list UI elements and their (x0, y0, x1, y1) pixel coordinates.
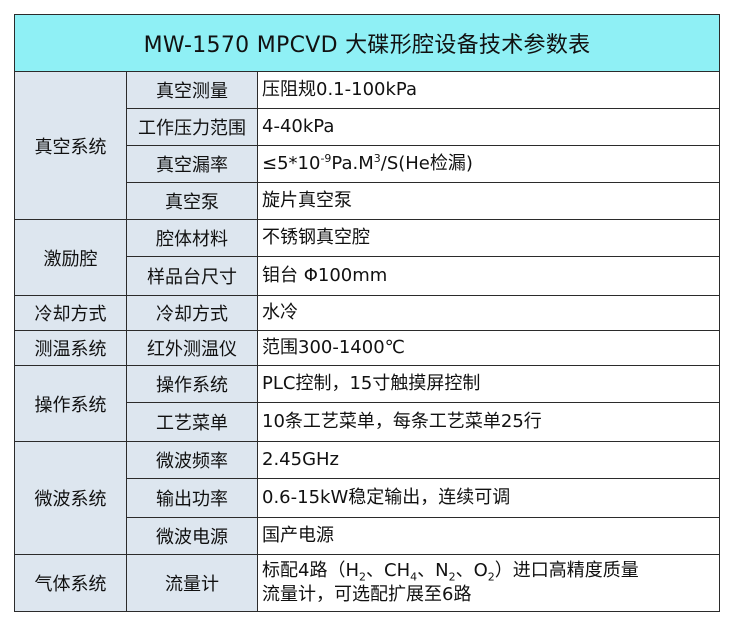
category-temperature: 测温系统 (14, 330, 127, 366)
table-row: 操作系统 操作系统 PLC控制，15寸触摸屏控制 (14, 365, 721, 442)
table-row: 输出功率 0.6-15kW稳定输出，连续可调 (15, 478, 721, 518)
value-microwave-frequency: 2.45GHz (256, 441, 721, 479)
table-row: 真空漏率 ≤5*10-9Pa.M3/S(He检漏) (15, 145, 721, 183)
item-microwave-frequency: 微波频率 (126, 441, 258, 479)
table-row: 工作压力范围 4-40kPa (15, 108, 721, 146)
value-vacuum-measurement: 压阻规0.1-100kPa (256, 71, 721, 109)
gas-text-1: 标配4路（H (262, 560, 359, 581)
item-vacuum-pump: 真空泵 (126, 182, 258, 220)
gas-sub-h2: 2 (359, 570, 366, 584)
leak-rate-suffix: /S(He检漏) (380, 153, 473, 174)
table-row: 微波系统 微波频率 2.45GHz (14, 441, 721, 555)
category-gas-system: 气体系统 (14, 554, 127, 612)
item-cooling-method: 冷却方式 (126, 295, 258, 331)
table-row: 微波电源 国产电源 (15, 517, 721, 555)
gas-text-3: 、N (417, 560, 449, 581)
value-cooling-method: 水冷 (256, 295, 721, 331)
table-row: 样品台尺寸 钼台 Φ100mm (15, 256, 721, 296)
value-operating-system: PLC控制，15寸触摸屏控制 (256, 365, 721, 403)
flowmeter-line-2: 流量计，可选配扩展至6路 (262, 584, 472, 605)
value-working-pressure-range: 4-40kPa (256, 108, 721, 146)
table-row: 测温系统 红外测温仪 范围300-1400℃ (14, 330, 721, 366)
gas-sub-o2: 2 (487, 570, 495, 584)
gas-sub-n2: 2 (448, 570, 456, 584)
value-cavity-material: 不锈钢真空腔 (256, 219, 721, 257)
gas-text-2: 、CH (366, 560, 411, 581)
table-row: 真空系统 真空测量 压阻规0.1-100kPa (14, 71, 721, 220)
item-operating-system: 操作系统 (126, 365, 258, 403)
item-leak-rate: 真空漏率 (126, 145, 258, 183)
value-leak-rate: ≤5*10-9Pa.M3/S(He检漏) (256, 145, 721, 183)
table-row: 激励腔 腔体材料 不锈钢真空腔 (14, 219, 721, 296)
value-process-menu: 10条工艺菜单，每条工艺菜单25行 (256, 402, 721, 442)
table-row: 气体系统 流量计 标配4路（H2、CH4、N2、O2）进口高精度质量 流量计，可… (14, 554, 721, 612)
leak-rate-prefix: ≤5*10 (262, 153, 321, 174)
item-output-power: 输出功率 (126, 478, 258, 518)
leak-rate-exponent: -9 (320, 152, 332, 165)
value-infrared-thermometer: 范围300-1400℃ (256, 330, 721, 366)
value-output-power: 0.6-15kW稳定输出，连续可调 (256, 478, 721, 518)
table-row: 工艺菜单 10条工艺菜单，每条工艺菜单25行 (15, 402, 721, 442)
item-flowmeter: 流量计 (126, 554, 258, 612)
item-stage-size: 样品台尺寸 (126, 256, 258, 296)
value-vacuum-pump: 旋片真空泵 (256, 182, 721, 220)
category-microwave-system: 微波系统 (14, 441, 127, 555)
category-vacuum-system: 真空系统 (14, 71, 127, 220)
leak-rate-unit: Pa.M (331, 153, 374, 174)
category-excitation-cavity: 激励腔 (14, 219, 127, 296)
item-process-menu: 工艺菜单 (126, 402, 258, 442)
table-title: MW-1570 MPCVD 大碟形腔设备技术参数表 (13, 14, 721, 72)
gas-text-4: 、O (455, 560, 488, 581)
item-vacuum-measurement: 真空测量 (126, 71, 258, 109)
category-operating-system: 操作系统 (14, 365, 127, 442)
value-flowmeter: 标配4路（H2、CH4、N2、O2）进口高精度质量 流量计，可选配扩展至6路 (256, 554, 721, 612)
value-stage-size: 钼台 Φ100mm (256, 256, 721, 296)
gas-text-5: ）进口高精度质量 (494, 560, 639, 581)
table-row: 冷却方式 冷却方式 水冷 (14, 295, 721, 331)
category-cooling: 冷却方式 (14, 295, 127, 331)
item-working-pressure-range: 工作压力范围 (126, 108, 258, 146)
item-cavity-material: 腔体材料 (126, 219, 258, 257)
leak-rate-unit-exponent: 3 (373, 152, 381, 165)
item-infrared-thermometer: 红外测温仪 (126, 330, 258, 366)
gas-sub-ch4: 4 (410, 570, 418, 584)
flowmeter-line-1: 标配4路（H2、CH4、N2、O2）进口高精度质量 (262, 559, 719, 583)
value-microwave-power-supply: 国产电源 (256, 517, 721, 555)
spec-table: MW-1570 MPCVD 大碟形腔设备技术参数表 真空系统 真空测量 压阻规0… (13, 14, 721, 612)
item-microwave-power-supply: 微波电源 (126, 517, 258, 555)
table-row: 真空泵 旋片真空泵 (15, 182, 721, 220)
